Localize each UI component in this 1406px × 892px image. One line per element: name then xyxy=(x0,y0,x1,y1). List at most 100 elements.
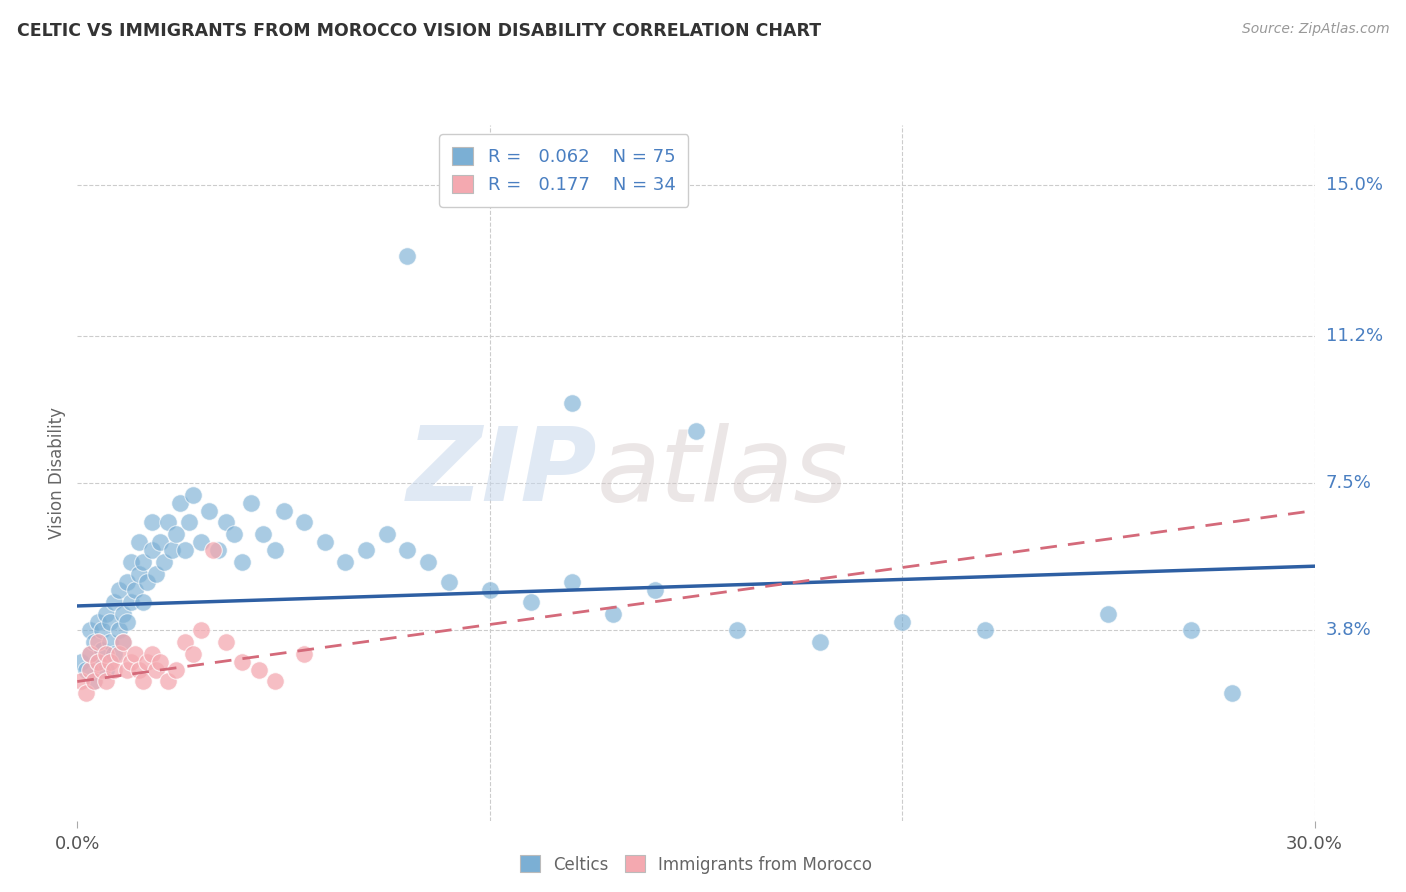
Point xyxy=(149,535,172,549)
Legend: Celtics, Immigrants from Morocco: Celtics, Immigrants from Morocco xyxy=(512,847,880,882)
Point xyxy=(98,615,121,629)
Point xyxy=(132,674,155,689)
Point xyxy=(215,516,238,530)
Point xyxy=(115,615,138,629)
Point xyxy=(314,535,336,549)
Point xyxy=(252,527,274,541)
Point xyxy=(128,663,150,677)
Point xyxy=(264,543,287,558)
Point xyxy=(264,674,287,689)
Point xyxy=(115,663,138,677)
Text: 15.0%: 15.0% xyxy=(1326,176,1382,194)
Point xyxy=(354,543,377,558)
Point xyxy=(111,634,134,648)
Point xyxy=(79,663,101,677)
Point xyxy=(120,555,142,569)
Text: 7.5%: 7.5% xyxy=(1326,474,1372,491)
Point xyxy=(98,634,121,648)
Point xyxy=(107,582,129,597)
Point xyxy=(173,634,195,648)
Point xyxy=(173,543,195,558)
Point xyxy=(561,396,583,410)
Point xyxy=(160,543,183,558)
Point xyxy=(103,663,125,677)
Point xyxy=(181,647,204,661)
Point xyxy=(644,582,666,597)
Point xyxy=(153,555,176,569)
Point xyxy=(132,595,155,609)
Point xyxy=(124,582,146,597)
Point xyxy=(1097,607,1119,621)
Point xyxy=(141,543,163,558)
Point xyxy=(169,495,191,509)
Point xyxy=(136,655,159,669)
Point xyxy=(190,623,212,637)
Y-axis label: Vision Disability: Vision Disability xyxy=(48,407,66,539)
Point xyxy=(107,623,129,637)
Point xyxy=(91,623,114,637)
Point xyxy=(375,527,398,541)
Point xyxy=(83,674,105,689)
Text: Source: ZipAtlas.com: Source: ZipAtlas.com xyxy=(1241,22,1389,37)
Point xyxy=(416,555,439,569)
Point xyxy=(132,555,155,569)
Point xyxy=(157,674,180,689)
Point xyxy=(96,647,118,661)
Point xyxy=(91,663,114,677)
Point xyxy=(107,647,129,661)
Point xyxy=(215,634,238,648)
Point xyxy=(115,575,138,590)
Point xyxy=(79,647,101,661)
Text: atlas: atlas xyxy=(598,423,848,523)
Text: 3.8%: 3.8% xyxy=(1326,621,1371,639)
Point xyxy=(891,615,914,629)
Point xyxy=(98,655,121,669)
Point xyxy=(190,535,212,549)
Point xyxy=(478,582,501,597)
Point xyxy=(87,615,110,629)
Point xyxy=(96,607,118,621)
Point xyxy=(685,424,707,438)
Point xyxy=(91,642,114,657)
Point xyxy=(292,516,315,530)
Point xyxy=(141,516,163,530)
Point xyxy=(145,567,167,582)
Point xyxy=(87,634,110,648)
Point xyxy=(273,503,295,517)
Text: ZIP: ZIP xyxy=(406,422,598,524)
Point xyxy=(177,516,200,530)
Point xyxy=(87,655,110,669)
Text: CELTIC VS IMMIGRANTS FROM MOROCCO VISION DISABILITY CORRELATION CHART: CELTIC VS IMMIGRANTS FROM MOROCCO VISION… xyxy=(17,22,821,40)
Point xyxy=(111,634,134,648)
Point xyxy=(79,647,101,661)
Point xyxy=(165,527,187,541)
Point xyxy=(149,655,172,669)
Point xyxy=(602,607,624,621)
Point xyxy=(79,623,101,637)
Point xyxy=(1180,623,1202,637)
Point xyxy=(75,663,97,677)
Point xyxy=(396,249,419,263)
Point xyxy=(141,647,163,661)
Point xyxy=(808,634,831,648)
Point xyxy=(70,655,93,669)
Point xyxy=(124,647,146,661)
Point xyxy=(157,516,180,530)
Point xyxy=(437,575,460,590)
Point xyxy=(725,623,748,637)
Point xyxy=(87,655,110,669)
Point xyxy=(247,663,270,677)
Point xyxy=(96,674,118,689)
Point xyxy=(181,488,204,502)
Point xyxy=(70,674,93,689)
Point xyxy=(561,575,583,590)
Point xyxy=(165,663,187,677)
Point xyxy=(239,495,262,509)
Point xyxy=(83,634,105,648)
Point xyxy=(222,527,245,541)
Point xyxy=(120,595,142,609)
Point xyxy=(145,663,167,677)
Point xyxy=(207,543,229,558)
Point xyxy=(128,535,150,549)
Point xyxy=(202,543,225,558)
